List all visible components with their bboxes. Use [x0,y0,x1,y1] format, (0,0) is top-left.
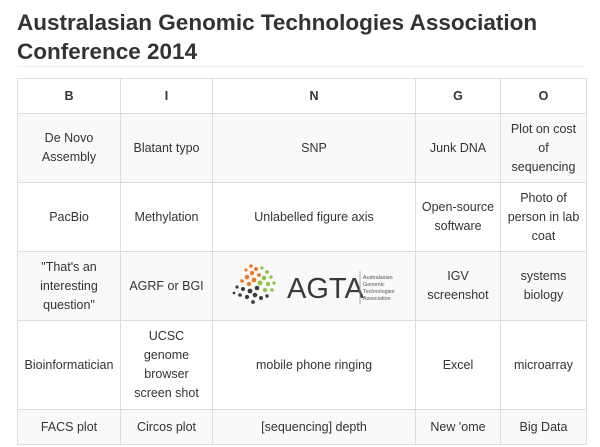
agta-tagline-line: Australasian [363,275,393,281]
logo-dot [252,292,258,298]
bingo-cell: SNP [212,113,416,183]
bingo-cell: Bioinformatician [17,320,121,410]
bingo-cell: Unlabelled figure axis [212,182,416,252]
agta-tagline-line: Technologies [363,289,395,295]
logo-dot [265,281,271,287]
page-title: Australasian Genomic Technologies Associ… [17,10,538,64]
bingo-cell: Excel [415,320,501,410]
bingo-cell: Open-source software [415,182,501,252]
logo-dot [249,270,255,276]
logo-dot [251,277,257,283]
column-header-b: B [17,78,121,114]
bingo-cell: Blatant typo [120,113,213,183]
bingo-cell: Circos plot [120,409,213,445]
agta-wordmark: AGTA [287,273,364,305]
bingo-cell: systems biology [500,251,587,321]
bingo-cell: Junk DNA [415,113,501,183]
logo-dot [265,294,269,298]
agta-logo: AGTA Australasian Genomic Technologies A… [213,252,415,320]
column-header-i: I [120,78,213,114]
bingo-cell: Methylation [120,182,213,252]
logo-dot [265,270,269,274]
column-header-g: G [415,78,501,114]
logo-dot [244,268,248,272]
logo-dot [269,275,273,279]
bingo-cell: Big Data [500,409,587,445]
logo-dot [257,280,263,286]
logo-dot [262,287,268,293]
logo-dot [261,275,267,281]
logo-dot [240,279,244,283]
logo-dot [259,296,263,300]
bingo-table: B I N G O De Novo Assembly Blatant typo … [17,78,587,445]
bingo-cell: "That's an interesting question" [17,251,121,321]
logo-dot [251,300,255,304]
logo-dot [272,281,276,285]
bingo-cell: UCSC genome browser screen shot [120,320,213,410]
logo-dot [254,285,260,291]
table-row: PacBio Methylation Unlabelled figure axi… [17,182,587,252]
title-divider [17,66,585,67]
logo-dot [270,288,274,292]
logo-dot [247,288,253,294]
bingo-cell: Photo of person in lab coat [500,182,587,252]
logo-dot [244,274,250,280]
header-row: B I N G O [17,78,587,114]
agta-tagline-line: Association [363,296,391,302]
bingo-cell: mobile phone ringing [212,320,416,410]
bingo-cell: PacBio [17,182,121,252]
logo-dot [246,281,252,287]
bingo-free-space-cell: AGTA Australasian Genomic Technologies A… [212,251,416,321]
table-row: Bioinformatician UCSC genome browser scr… [17,320,587,410]
logo-dot [260,266,264,270]
table-row: "That's an interesting question" AGRF or… [17,251,587,321]
logo-dot [238,293,242,297]
agta-tagline-line: Genomic [363,282,385,288]
bingo-cell: [sequencing] depth [212,409,416,445]
logo-dot [254,267,258,271]
table-row: De Novo Assembly Blatant typo SNP Junk D… [17,113,587,183]
logo-dot [244,294,250,300]
logo-dot [257,273,261,277]
table-row: FACS plot Circos plot [sequencing] depth… [17,409,587,445]
column-header-o: O [500,78,587,114]
logo-dot [249,264,253,268]
column-header-n: N [212,78,416,114]
bingo-cell: New 'ome [415,409,501,445]
logo-dot [235,285,239,289]
logo-dot [232,291,236,295]
bingo-cell: Plot on cost of sequencing [500,113,587,183]
bingo-cell: FACS plot [17,409,121,445]
bingo-cell: microarray [500,320,587,410]
agta-dots-logo-icon: AGTA Australasian Genomic Technologies A… [232,264,395,305]
logo-dot [241,287,245,291]
bingo-cell: De Novo Assembly [17,113,121,183]
bingo-cell: AGRF or BGI [120,251,213,321]
bingo-cell: IGV screenshot [415,251,501,321]
